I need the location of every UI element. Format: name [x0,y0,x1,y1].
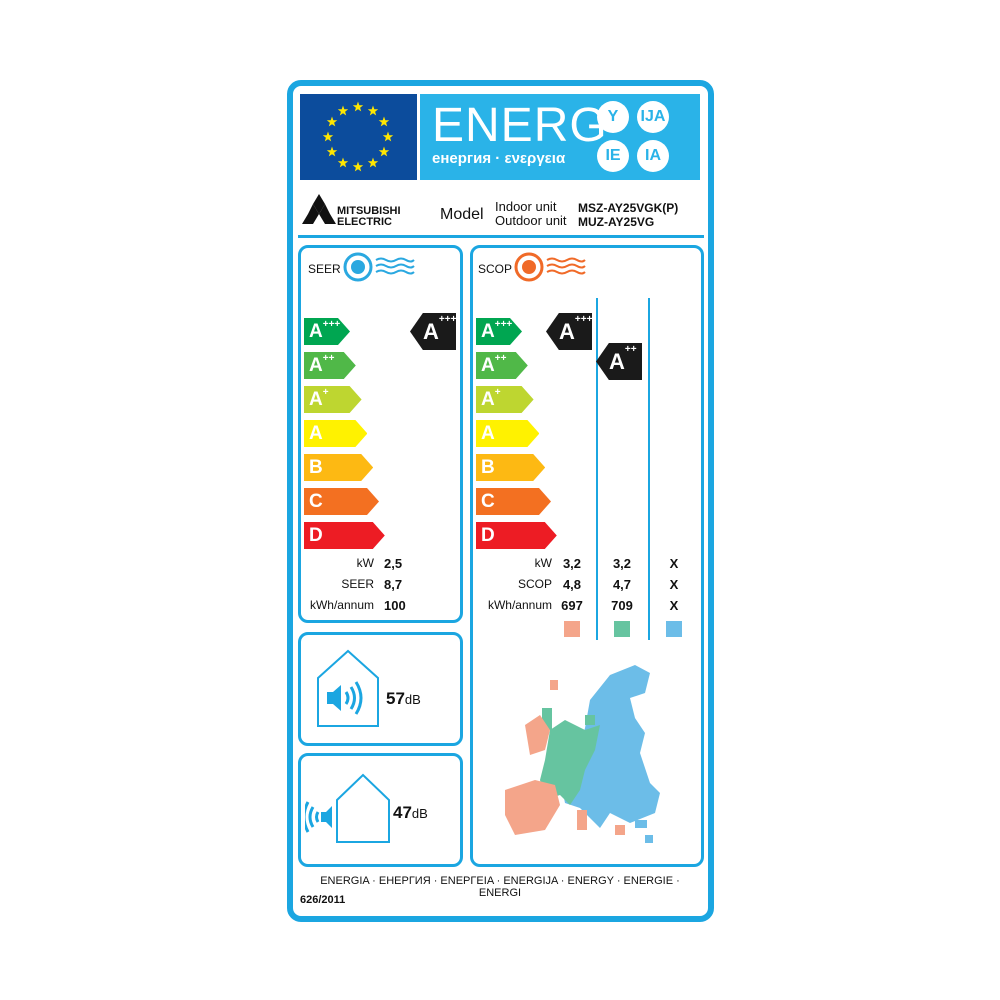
energy-label-frame [287,80,714,922]
column-divider [648,298,650,640]
scop-value: X [669,556,679,571]
eu-star-icon [352,161,364,172]
unit-labels: Indoor unit Outdoor unit [495,199,567,228]
eu-star-icon [326,116,338,127]
heating-fan-icon [514,252,586,282]
heating-panel [470,245,704,867]
efficiency-class-bar: C [304,488,379,515]
suffix-badge: Y [597,101,629,133]
row-label: SCOP [517,577,552,591]
eu-star-icon [337,157,349,168]
efficiency-class-bar: A++ [304,352,356,379]
column-divider [596,298,598,640]
seer-value: 8,7 [384,577,403,592]
efficiency-class-bar: A+ [476,386,534,413]
europe-climate-map [505,665,660,843]
suffix-badge: IE [597,140,629,172]
scop-value: 3,2 [562,556,582,571]
efficiency-class-bar: A [304,420,368,447]
seer-title: SEER [308,262,341,276]
climate-zone-swatch [614,621,630,637]
indoor-speaker-house-icon [317,649,379,727]
efficiency-class-bar: A+ [304,386,362,413]
eu-star-icon [326,146,338,157]
scop-value: 697 [561,598,583,613]
row-label: SEER [341,577,374,591]
eu-star-icon [367,105,379,116]
efficiency-class-bar: A++ [476,352,528,379]
scop-value: 709 [611,598,633,613]
scop-value: 4,7 [612,577,632,592]
row-label: kW [356,556,374,570]
energy-header: ENERG енергия · ενεργεια Y IJA IE IA [420,94,700,180]
eu-star-icon [382,131,394,142]
indoor-noise-value: 57dB [386,689,421,708]
suffix-badge: IJA [637,101,669,133]
cooling-fan-icon [343,252,415,282]
eu-star-icon [352,101,364,112]
model-label: Model [440,206,484,223]
eu-star-icon [322,131,334,142]
divider [298,235,704,238]
eu-star-icon [378,116,390,127]
row-label: kWh/annum [309,598,374,612]
seer-kw-value: 2,5 [384,556,403,571]
outdoor-noise-panel [298,753,463,867]
brand-name: MITSUBISHI ELECTRIC [337,205,401,228]
scop-title: SCOP [478,262,513,276]
outdoor-speaker-house-icon [305,773,390,843]
energy-title: ENERG [432,99,608,152]
efficiency-class-bar: C [476,488,551,515]
cooling-panel [298,245,463,623]
scop-value: X [669,577,679,592]
climate-zone-swatch [666,621,682,637]
footer-languages: ENERGIA · ЕНЕРГИЯ · ΕΝΕΡΓΕΙΑ · ENERGIJA … [320,875,680,899]
outdoor-noise-value: 47dB [393,803,428,822]
regulation-number: 626/2011 [300,894,346,906]
climate-zone-swatch [564,621,580,637]
seer-annual-value: 100 [384,598,406,613]
efficiency-class-bar: B [304,454,374,481]
mitsubishi-logo-icon [302,194,336,224]
model-codes: MSZ-AY25VGK(P) MUZ-AY25VG [578,201,679,229]
scop-value: 4,8 [562,577,582,592]
efficiency-class-bar: A [476,420,540,447]
scop-value: X [669,598,679,613]
efficiency-class-bar: D [304,522,385,549]
eu-star-icon [378,146,390,157]
suffix-badge: IA [637,140,669,172]
indoor-noise-panel [298,632,463,746]
row-label: kW [534,556,552,570]
scop-value: 3,2 [612,556,632,571]
eu-flag [300,94,417,180]
eu-star-icon [337,105,349,116]
energy-subtitle: енергия · ενεργεια [432,150,566,167]
efficiency-class-bar: D [476,522,557,549]
eu-star-icon [367,157,379,168]
row-label: kWh/annum [487,598,552,612]
efficiency-class-bar: B [476,454,546,481]
seer-rating-indicator: A+++ [410,313,456,350]
